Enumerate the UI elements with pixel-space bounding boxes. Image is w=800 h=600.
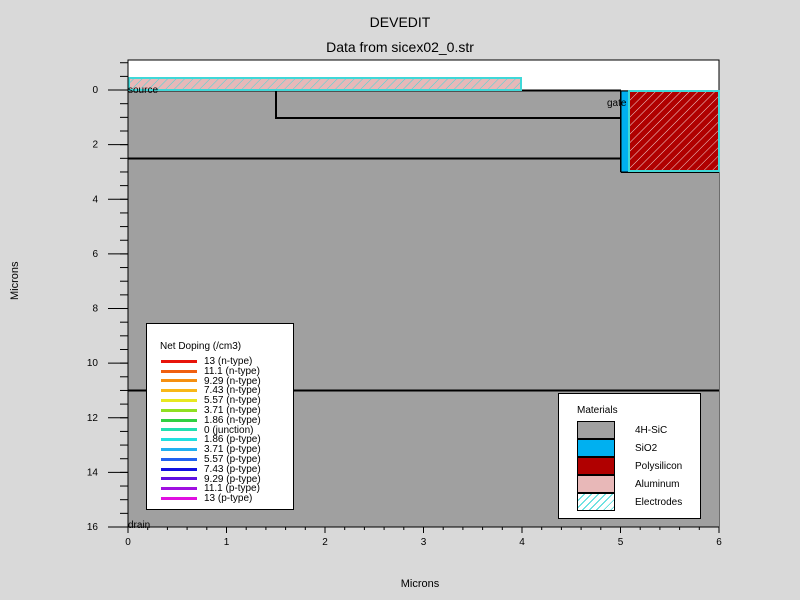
x-tick-label: 2 [322,537,328,548]
doping-color-swatch [161,428,197,432]
materials-legend-title: Materials [577,405,618,416]
doping-legend-label: 7.43 (n-type) [204,385,261,397]
material-color-swatch [577,493,615,511]
doping-legend-label: 11.1 (n-type) [204,365,260,377]
doping-color-swatch [161,408,197,412]
drain-label: drain [128,520,150,531]
doping-legend-entry: 3.71 (n-type) [161,406,261,416]
doping-legend-entry: 7.43 (n-type) [161,386,261,396]
x-tick-label: 1 [224,537,230,548]
doping-legend-label: 13 (n-type) [204,356,253,367]
doping-legend: Net Doping (/cm3) 13 (n-type) 11.1 (n-typ… [146,323,294,510]
materials-legend: Materials 4H-SiC SiO2 Polysilicon Aluminum E… [558,393,701,519]
doping-legend-label: 3.71 (p-type) [204,444,261,456]
y-tick-label: 2 [92,140,98,151]
gate-polysilicon [628,90,720,172]
x-tick-label: 0 [125,537,131,548]
y-tick-label: 4 [92,194,98,205]
material-color-swatch [577,475,615,493]
doping-legend-label: 9.29 (p-type) [204,473,261,485]
doping-legend-entry: 7.43 (p-type) [161,463,261,475]
doping-color-swatch [161,477,197,481]
doping-legend-label: 1.86 (p-type) [204,434,261,446]
doping-color-swatch [161,497,197,501]
doping-color-swatch [161,389,197,393]
doping-legend-entry: 0 (junction) [161,424,254,436]
doping-legend-entry: 13 (p-type) [161,494,252,504]
y-tick-label: 14 [87,467,99,478]
gate-label: gate [607,98,627,109]
doping-legend-entry: 9.29 (n-type) [161,375,261,387]
x-tick-label: 3 [421,537,427,548]
source-well-boundary [275,91,621,119]
y-axis-label: Microns [9,261,21,300]
doping-legend-entry: 3.71 (p-type) [161,445,261,455]
source-label: source [128,85,158,96]
doping-legend-label: 11.1 (p-type) [204,483,260,495]
doping-color-swatch [161,369,197,373]
doping-legend-title: Net Doping (/cm3) [160,341,242,352]
doping-color-swatch [161,487,197,491]
y-tick-label: 12 [87,413,99,424]
doping-color-swatch [161,467,197,471]
chart-subtitle: Data from sicex02_0.str [326,39,474,55]
doping-legend-entry: 1.86 (n-type) [161,414,261,426]
doping-legend-entry: 9.29 (p-type) [161,473,261,485]
x-tick-label: 5 [618,537,624,548]
doping-legend-label: 0 (junction) [204,424,254,436]
doping-legend-entry: 1.86 (p-type) [161,435,261,445]
material-color-swatch [577,421,615,439]
chart-title: DEVEDIT [369,14,431,30]
doping-legend-entry: 11.1 (p-type) [161,484,260,494]
material-legend-label: Polysilicon [635,461,683,472]
doping-legend-label: 9.29 (n-type) [204,375,261,387]
doping-legend-label: 1.86 (n-type) [204,414,261,426]
doping-legend-label: 5.57 (p-type) [204,454,261,465]
material-legend-label: SiO2 [635,443,658,454]
doping-color-swatch [161,379,197,383]
doping-color-swatch [161,418,197,422]
doping-legend-label: 3.71 (n-type) [204,405,261,416]
doping-legend-entry: 11.1 (n-type) [161,365,260,377]
doping-legend-label: 7.43 (p-type) [204,463,261,475]
material-color-swatch [577,457,615,475]
material-legend-label: 4H-SiC [635,425,668,436]
doping-color-swatch [161,448,197,452]
doping-color-swatch [161,359,197,363]
doping-legend-entry: 5.57 (n-type) [161,396,261,406]
doping-legend-entry: 5.57 (p-type) [161,455,261,465]
x-tick-label: 6 [716,537,722,548]
y-tick-label: 8 [92,304,98,315]
source-aluminum [128,77,522,91]
doping-color-swatch [161,438,197,442]
y-tick-label: 16 [87,522,99,533]
material-color-swatch [577,439,615,457]
doping-legend-label: 13 (p-type) [204,493,253,505]
y-tick-label: 6 [92,249,98,260]
y-tick-label: 10 [87,358,99,369]
doping-color-swatch [161,457,197,461]
doping-legend-entry: 13 (n-type) [161,357,252,367]
y-tick-label: 0 [92,85,98,96]
doping-legend-label: 5.57 (n-type) [204,395,261,407]
material-legend-label: Electrodes [635,497,683,508]
doping-color-swatch [161,399,197,403]
x-tick-label: 4 [519,537,525,548]
x-axis-label: Microns [400,578,440,590]
material-legend-label: Aluminum [635,479,680,490]
